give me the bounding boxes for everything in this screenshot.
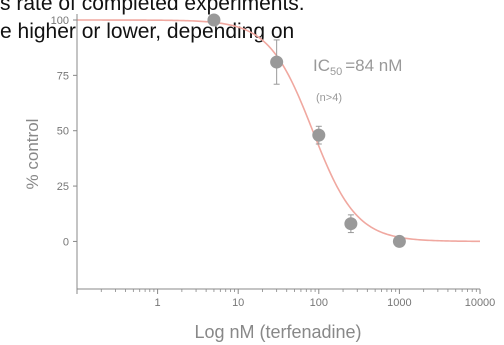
axes: 0 25 50 75 100 1 10 100 1000 10000 — [51, 14, 496, 309]
y-tick-label: 75 — [57, 70, 69, 82]
n-annotation: (n>4) — [316, 92, 342, 104]
caption-line-2: e higher or lower, depending on — [0, 20, 295, 43]
data-points — [207, 13, 406, 248]
data-point — [207, 13, 221, 27]
x-tick-label: 10 — [232, 297, 244, 309]
x-tick-label: 10000 — [465, 297, 496, 309]
ic50-annotation: IC50 =84 nM — [313, 56, 402, 78]
fit-curve-layer — [76, 19, 481, 243]
x-tick-label: 100 — [310, 297, 328, 309]
y-tick-label: 100 — [51, 15, 69, 27]
fit-curve — [76, 19, 481, 243]
y-tick-label: 50 — [57, 126, 69, 138]
x-tick-label: 1000 — [387, 297, 411, 309]
data-point — [312, 128, 326, 142]
data-point — [270, 55, 284, 69]
x-tick-label: 1 — [155, 297, 161, 309]
ic50-annotation-ic: IC — [313, 56, 330, 75]
ic50-annotation-subscript: 50 — [330, 66, 342, 78]
data-point — [392, 234, 406, 248]
y-axis-label: % control — [23, 119, 42, 190]
x-axis-label: Log nM (terfenadine) — [194, 322, 361, 342]
data-point — [344, 217, 358, 231]
y-tick-label: 25 — [57, 181, 69, 193]
caption-line-1: s rate of completed experiments. — [0, 0, 305, 15]
ic50-annotation-value: =84 nM — [345, 56, 402, 75]
y-tick-label: 0 — [63, 236, 69, 248]
